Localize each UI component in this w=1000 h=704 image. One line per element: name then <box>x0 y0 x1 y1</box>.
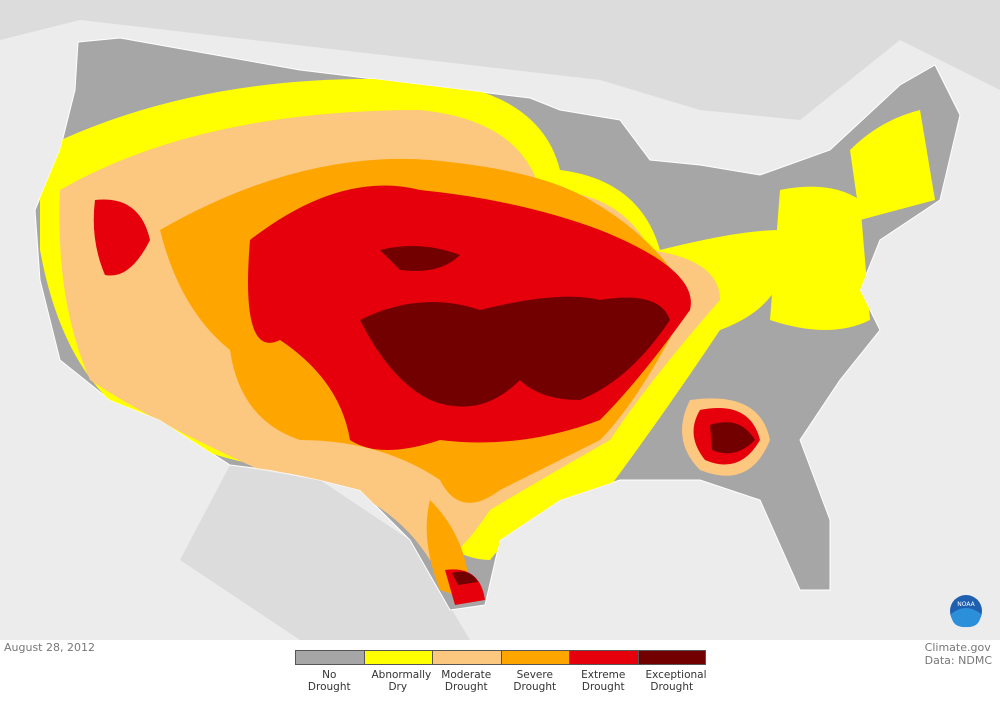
map-date: August 28, 2012 <box>4 641 95 654</box>
legend-label: Exceptional Drought <box>645 669 707 693</box>
legend-swatch <box>637 650 706 665</box>
legend-item: Exceptional Drought <box>637 650 707 693</box>
legend-label: Abnormally Dry <box>371 669 432 693</box>
legend-swatch <box>569 650 638 665</box>
legend-item: Moderate Drought <box>432 650 501 693</box>
legend-swatch <box>500 650 569 665</box>
data-source: Data: NDMC <box>924 654 992 667</box>
legend-item: Severe Drought <box>500 650 569 693</box>
legend-label: Moderate Drought <box>441 669 492 693</box>
legend-swatch <box>432 650 501 665</box>
drought-map: NOAA <box>0 0 1000 640</box>
legend: No Drought Abnormally Dry Moderate Drought… <box>295 650 707 693</box>
legend-label: Severe Drought <box>513 669 557 693</box>
legend-swatch <box>295 650 364 665</box>
legend-swatch <box>363 650 432 665</box>
legend-item: No Drought <box>295 650 364 693</box>
legend-item: Abnormally Dry <box>363 650 432 693</box>
legend-item: Extreme Drought <box>569 650 638 693</box>
source: Climate.gov <box>924 641 991 654</box>
legend-label: Extreme Drought <box>581 669 626 693</box>
logo-text: NOAA <box>957 601 975 608</box>
credits: Climate.gov Data: NDMC <box>925 641 992 667</box>
legend-label: No Drought <box>307 669 351 693</box>
